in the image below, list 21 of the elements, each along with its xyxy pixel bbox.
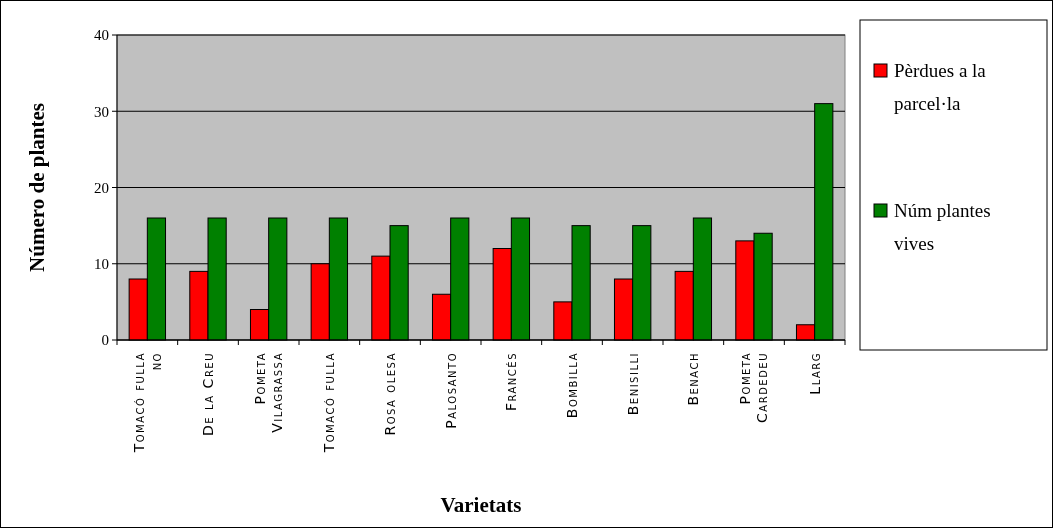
x-tick-label: Palosanto [442, 352, 459, 429]
x-tick-label: Benach [685, 352, 702, 406]
x-tick-label: Tomacó fulla no [130, 352, 164, 454]
x-tick-label: De la Creu [199, 352, 216, 437]
y-axis-title: Número de plantes [25, 103, 49, 272]
x-tick-label: Bombilla [563, 352, 580, 419]
x-tick-label: Pometa Vilagrassa [252, 352, 286, 433]
legend-label: Núm plantes vives [894, 199, 991, 254]
y-tick-label: 20 [94, 179, 109, 196]
x-tick-label: Benisilli [624, 352, 641, 416]
y-tick-label: 0 [101, 332, 109, 349]
y-tick-label: 30 [94, 103, 109, 120]
x-tick-label: Pometa Cardedeu [737, 352, 771, 423]
y-tick-label: 40 [94, 27, 109, 44]
legend-label: Pèrdues a la parcel·la [894, 59, 987, 114]
x-tick-label: Rosa olesa [381, 352, 398, 436]
x-tick-label: Tomacó fulla [321, 352, 338, 454]
x-tick-label: Francés [503, 352, 520, 412]
y-tick-label: 10 [94, 256, 109, 272]
x-axis-title: Varietats [440, 493, 522, 517]
x-tick-label: Llarg [806, 352, 823, 395]
